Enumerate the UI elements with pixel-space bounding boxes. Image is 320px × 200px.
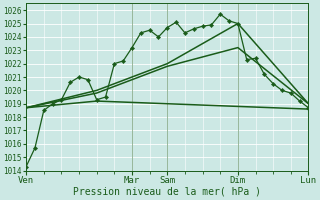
X-axis label: Pression niveau de la mer( hPa ): Pression niveau de la mer( hPa ) bbox=[73, 187, 261, 197]
